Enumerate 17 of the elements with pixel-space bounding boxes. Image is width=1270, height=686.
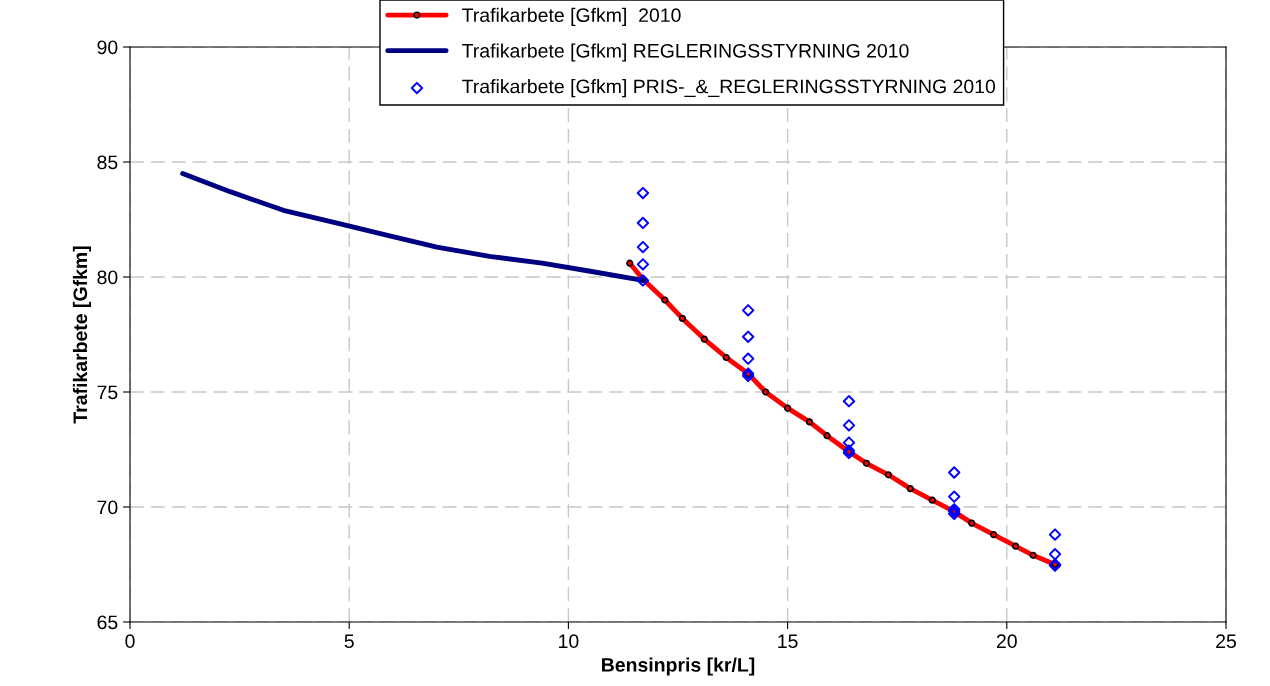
legend-label: Trafikarbete [Gfkm] 2010 — [462, 7, 681, 26]
legend-label: Trafikarbete [Gfkm] REGLERINGSSTYRNING 2010 — [462, 43, 909, 62]
legend-label: Trafikarbete [Gfkm] PRIS-_&_REGLERINGSSTYRNING 2010 — [462, 79, 996, 98]
x-tick-label: 15 — [778, 634, 798, 649]
x-tick-label: 25 — [1216, 634, 1236, 649]
x-axis-title: Bensinpris [kr/L] — [602, 657, 755, 676]
x-tick-label: 5 — [344, 634, 354, 649]
y-tick-label: 90 — [97, 40, 118, 55]
x-tick-label: 20 — [996, 634, 1017, 649]
y-tick-label: 70 — [97, 500, 118, 515]
y-tick-label: 65 — [97, 615, 118, 630]
y-axis-title: Trafikarbete [Gfkm] — [72, 246, 92, 424]
x-tick-label: 10 — [559, 634, 579, 649]
y-tick-label: 75 — [97, 385, 118, 400]
y-tick-label: 85 — [97, 155, 118, 170]
x-tick-label: 0 — [125, 634, 135, 649]
y-tick-label: 80 — [97, 270, 118, 285]
